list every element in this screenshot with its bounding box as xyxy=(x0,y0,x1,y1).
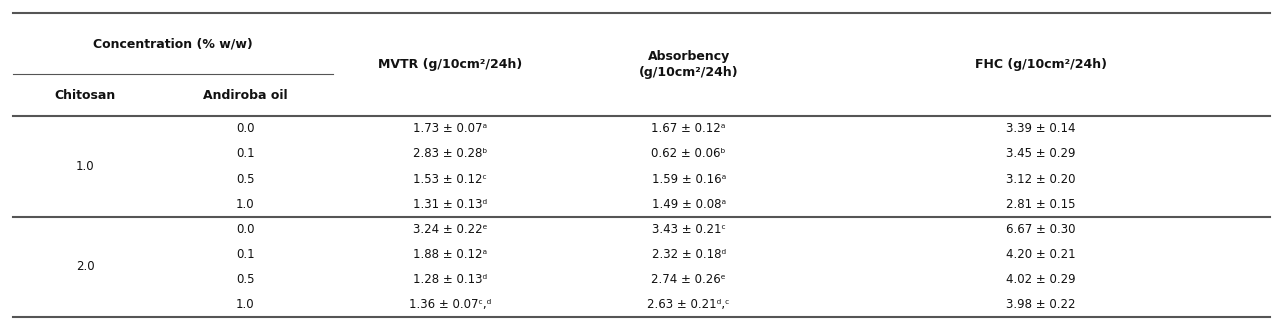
Text: 2.81 ± 0.15: 2.81 ± 0.15 xyxy=(1006,198,1075,211)
Text: 6.67 ± 0.30: 6.67 ± 0.30 xyxy=(1006,223,1075,236)
Text: 2.63 ± 0.21ᵈ,ᶜ: 2.63 ± 0.21ᵈ,ᶜ xyxy=(648,298,730,311)
Text: 4.20 ± 0.21: 4.20 ± 0.21 xyxy=(1006,248,1075,261)
Text: 2.74 ± 0.26ᵉ: 2.74 ± 0.26ᵉ xyxy=(652,273,726,286)
Text: 0.62 ± 0.06ᵇ: 0.62 ± 0.06ᵇ xyxy=(652,148,726,160)
Text: 3.43 ± 0.21ᶜ: 3.43 ± 0.21ᶜ xyxy=(652,223,726,236)
Text: 1.53 ± 0.12ᶜ: 1.53 ± 0.12ᶜ xyxy=(413,173,486,185)
Text: Concentration (% w/w): Concentration (% w/w) xyxy=(94,37,253,50)
Text: Chitosan: Chitosan xyxy=(54,89,115,102)
Text: 1.88 ± 0.12ᵃ: 1.88 ± 0.12ᵃ xyxy=(413,248,486,261)
Text: 1.0: 1.0 xyxy=(236,198,255,211)
Text: 3.39 ± 0.14: 3.39 ± 0.14 xyxy=(1006,122,1075,135)
Text: FHC (g/10cm²/24h): FHC (g/10cm²/24h) xyxy=(975,58,1107,71)
Text: 1.73 ± 0.07ᵃ: 1.73 ± 0.07ᵃ xyxy=(413,122,486,135)
Text: 0.0: 0.0 xyxy=(236,223,255,236)
Text: 0.0: 0.0 xyxy=(236,122,255,135)
Text: 3.45 ± 0.29: 3.45 ± 0.29 xyxy=(1006,148,1075,160)
Text: 3.98 ± 0.22: 3.98 ± 0.22 xyxy=(1006,298,1075,311)
Text: 0.1: 0.1 xyxy=(236,248,255,261)
Text: 1.0: 1.0 xyxy=(76,160,95,173)
Text: 2.83 ± 0.28ᵇ: 2.83 ± 0.28ᵇ xyxy=(413,148,488,160)
Text: 1.28 ± 0.13ᵈ: 1.28 ± 0.13ᵈ xyxy=(413,273,486,286)
Text: Andiroba oil: Andiroba oil xyxy=(203,89,287,102)
Text: 1.31 ± 0.13ᵈ: 1.31 ± 0.13ᵈ xyxy=(413,198,486,211)
Text: 2.32 ± 0.18ᵈ: 2.32 ± 0.18ᵈ xyxy=(652,248,726,261)
Text: 0.1: 0.1 xyxy=(236,148,255,160)
Text: 1.36 ± 0.07ᶜ,ᵈ: 1.36 ± 0.07ᶜ,ᵈ xyxy=(408,298,491,311)
Text: Absorbency
(g/10cm²/24h): Absorbency (g/10cm²/24h) xyxy=(639,50,739,79)
Text: 3.24 ± 0.22ᵉ: 3.24 ± 0.22ᵉ xyxy=(413,223,488,236)
Text: 0.5: 0.5 xyxy=(236,173,255,185)
Text: 1.67 ± 0.12ᵃ: 1.67 ± 0.12ᵃ xyxy=(652,122,726,135)
Text: 0.5: 0.5 xyxy=(236,273,255,286)
Text: 3.12 ± 0.20: 3.12 ± 0.20 xyxy=(1006,173,1075,185)
Text: 1.49 ± 0.08ᵃ: 1.49 ± 0.08ᵃ xyxy=(652,198,726,211)
Text: 2.0: 2.0 xyxy=(76,260,95,273)
Text: 4.02 ± 0.29: 4.02 ± 0.29 xyxy=(1006,273,1075,286)
Text: MVTR (g/10cm²/24h): MVTR (g/10cm²/24h) xyxy=(377,58,522,71)
Text: 1.0: 1.0 xyxy=(236,298,255,311)
Text: 1.59 ± 0.16ᵃ: 1.59 ± 0.16ᵃ xyxy=(652,173,726,185)
